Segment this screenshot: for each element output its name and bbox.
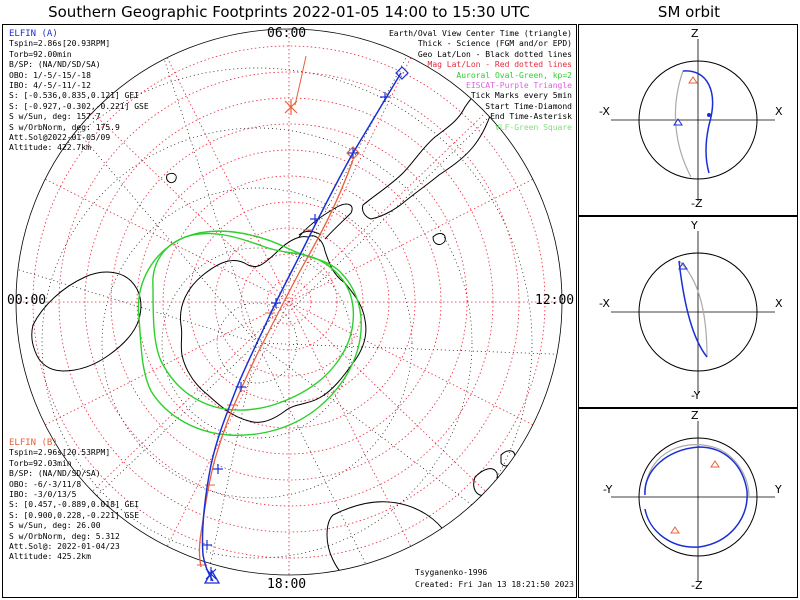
elfin-a-info: ELFIN (A) Tspin=2.86s[20.93RPM] Torb=92.0… xyxy=(9,29,149,154)
sm3-top-label: Z xyxy=(691,409,699,422)
elfin-b-param-line: S w/OrbNorm, deg: 5.312 xyxy=(9,531,120,541)
sm3-bottom-label: -Z xyxy=(691,579,703,592)
sm-panel-yz: Z -Z -Y Y xyxy=(578,408,798,598)
coastlines xyxy=(31,75,516,575)
elfin-a-view-center-triangle xyxy=(203,569,221,584)
legend-item: Start Time-Diamond xyxy=(485,101,572,111)
sm1-bottom-label: -Z xyxy=(691,197,703,210)
elfin-b-param-line: S: [0.457,-0.889,0.018] GEI xyxy=(9,500,140,510)
sm-xy-plot xyxy=(611,231,775,393)
legend-item: EISCAT-Purple Triangle xyxy=(466,81,572,91)
sm2-bottom-label: -Y xyxy=(691,389,701,402)
elfin-a-param-line: Torb=92.00min xyxy=(9,49,72,59)
elfin-a-param-line: Tspin=2.86s[20.93RPM] xyxy=(9,39,111,49)
elfin-b-params: Tspin=2.96s[20.53RPM] Torb=92.03min B/SP: … xyxy=(9,448,139,562)
legend-item: Geo Lat/Lon - Black dotted lines xyxy=(417,49,572,59)
auroral-oval xyxy=(137,230,362,436)
polar-map-canvas xyxy=(15,28,563,584)
elfin-a-track xyxy=(201,66,409,584)
elfin-b-param-line: OBO: -6/-3/11/8 xyxy=(9,479,82,489)
sm-orbit-title: SM orbit xyxy=(657,3,721,21)
sm-xz-plot xyxy=(611,39,775,201)
elfin-b-param-line: IBO: -3/0/13/5 xyxy=(9,490,77,500)
elfin-b-name: ELFIN (B) xyxy=(9,438,58,448)
elfin-a-param-line: S w/Sun, deg: 157.7 xyxy=(9,112,101,122)
elfin-a-param-line: B/SP: (NA/ND/SD/SA) xyxy=(9,60,101,70)
elfin-b-info: ELFIN (B) Tspin=2.96s[20.53RPM] Torb=92.0… xyxy=(9,438,139,563)
elfin-b-param-line: B/SP: (NA/ND/SD/SA) xyxy=(9,469,101,479)
legend: Earth/Oval View Center Time (triangle) Th… xyxy=(389,29,572,133)
model-label: Tsyganenko-1996 xyxy=(415,568,488,577)
legend-item: End Time-Asterisk xyxy=(490,112,572,122)
sm3-left-label: -Y xyxy=(603,483,613,496)
sm2-left-label: -X xyxy=(599,297,610,310)
sm1-right-label: X xyxy=(775,105,783,118)
elfin-b-track xyxy=(197,55,360,568)
mlt-label-06: 06:00 xyxy=(267,26,307,41)
legend-item: Tick Marks every 5min xyxy=(470,91,572,101)
elfin-a-name: ELFIN (A) xyxy=(9,29,58,39)
elfin-a-start-diamond xyxy=(395,66,409,80)
elfin-a-param-line: S: [-0.927,-0.302,-0.221] GSE xyxy=(9,101,149,111)
elfin-b-param-line: Altitude: 425.2km xyxy=(9,552,91,562)
elfin-b-param-line: Torb=92.03min xyxy=(9,458,72,468)
elfin-b-param-line: Att.Sol@: 2022-01-04/23 xyxy=(9,542,120,552)
elfin-b-param-line: S: [0.900,0.228,-0.221] GSE xyxy=(9,510,140,520)
legend-item: Earth/Oval View Center Time (triangle) xyxy=(388,29,572,38)
elfin-a-param-line: S w/OrbNorm, deg: 175.9 xyxy=(9,122,120,132)
sm2-top-label: Y xyxy=(691,219,698,232)
elfin-a-params: Tspin=2.86s[20.93RPM] Torb=92.00min B/SP: … xyxy=(9,39,149,153)
mlt-label-18: 18:00 xyxy=(267,577,307,592)
elfin-b-end-asterisk xyxy=(284,99,298,115)
mlt-label-00: 00:00 xyxy=(7,293,47,308)
elfin-a-param-line: Att.Sol@2022-01-05/09 xyxy=(9,133,111,143)
elfin-a-param-line: OBO: 1/-5/-15/-18 xyxy=(9,70,91,80)
sm3-right-label: Y xyxy=(775,483,782,496)
elfin-a-param-line: Altitude: 422.7km xyxy=(9,143,91,153)
map-grid xyxy=(16,29,562,575)
elfin-a-param-line: S: [-0.536,0.835,0.121] GEI xyxy=(9,91,140,101)
sm-panel-xz: Z -Z -X X xyxy=(578,24,798,216)
elfin-b-param-line: Tspin=2.96s[20.53RPM] xyxy=(9,448,111,458)
sm-panel-xy: Y -Y -X X xyxy=(578,216,798,408)
legend-item: VLF-Green Square xyxy=(494,122,572,132)
legend-item: Mag Lat/Lon - Red dotted lines xyxy=(427,60,573,70)
legend-item: Thick - Science (FGM and/or EPD) xyxy=(417,39,572,49)
elfin-a-param-line: IBO: 4/-5/-11/-12 xyxy=(9,81,91,91)
footprint-map: 06:00 00:00 12:00 18:00 ELFIN (A) Tspin=… xyxy=(2,24,577,598)
sm2-right-label: X xyxy=(775,297,783,310)
created-label: Created: Fri Jan 13 18:21:50 2023 xyxy=(415,580,574,589)
plot-title: Southern Geographic Footprints 2022-01-0… xyxy=(48,3,530,21)
sm-yz-plot xyxy=(611,421,775,581)
legend-item: Auroral Oval-Green, kp=2 xyxy=(456,70,572,80)
mlt-label-12: 12:00 xyxy=(535,293,575,308)
sm1-left-label: -X xyxy=(599,105,610,118)
sm1-top-label: Z xyxy=(691,27,699,40)
elfin-b-param-line: S w/Sun, deg: 26.00 xyxy=(9,521,101,531)
